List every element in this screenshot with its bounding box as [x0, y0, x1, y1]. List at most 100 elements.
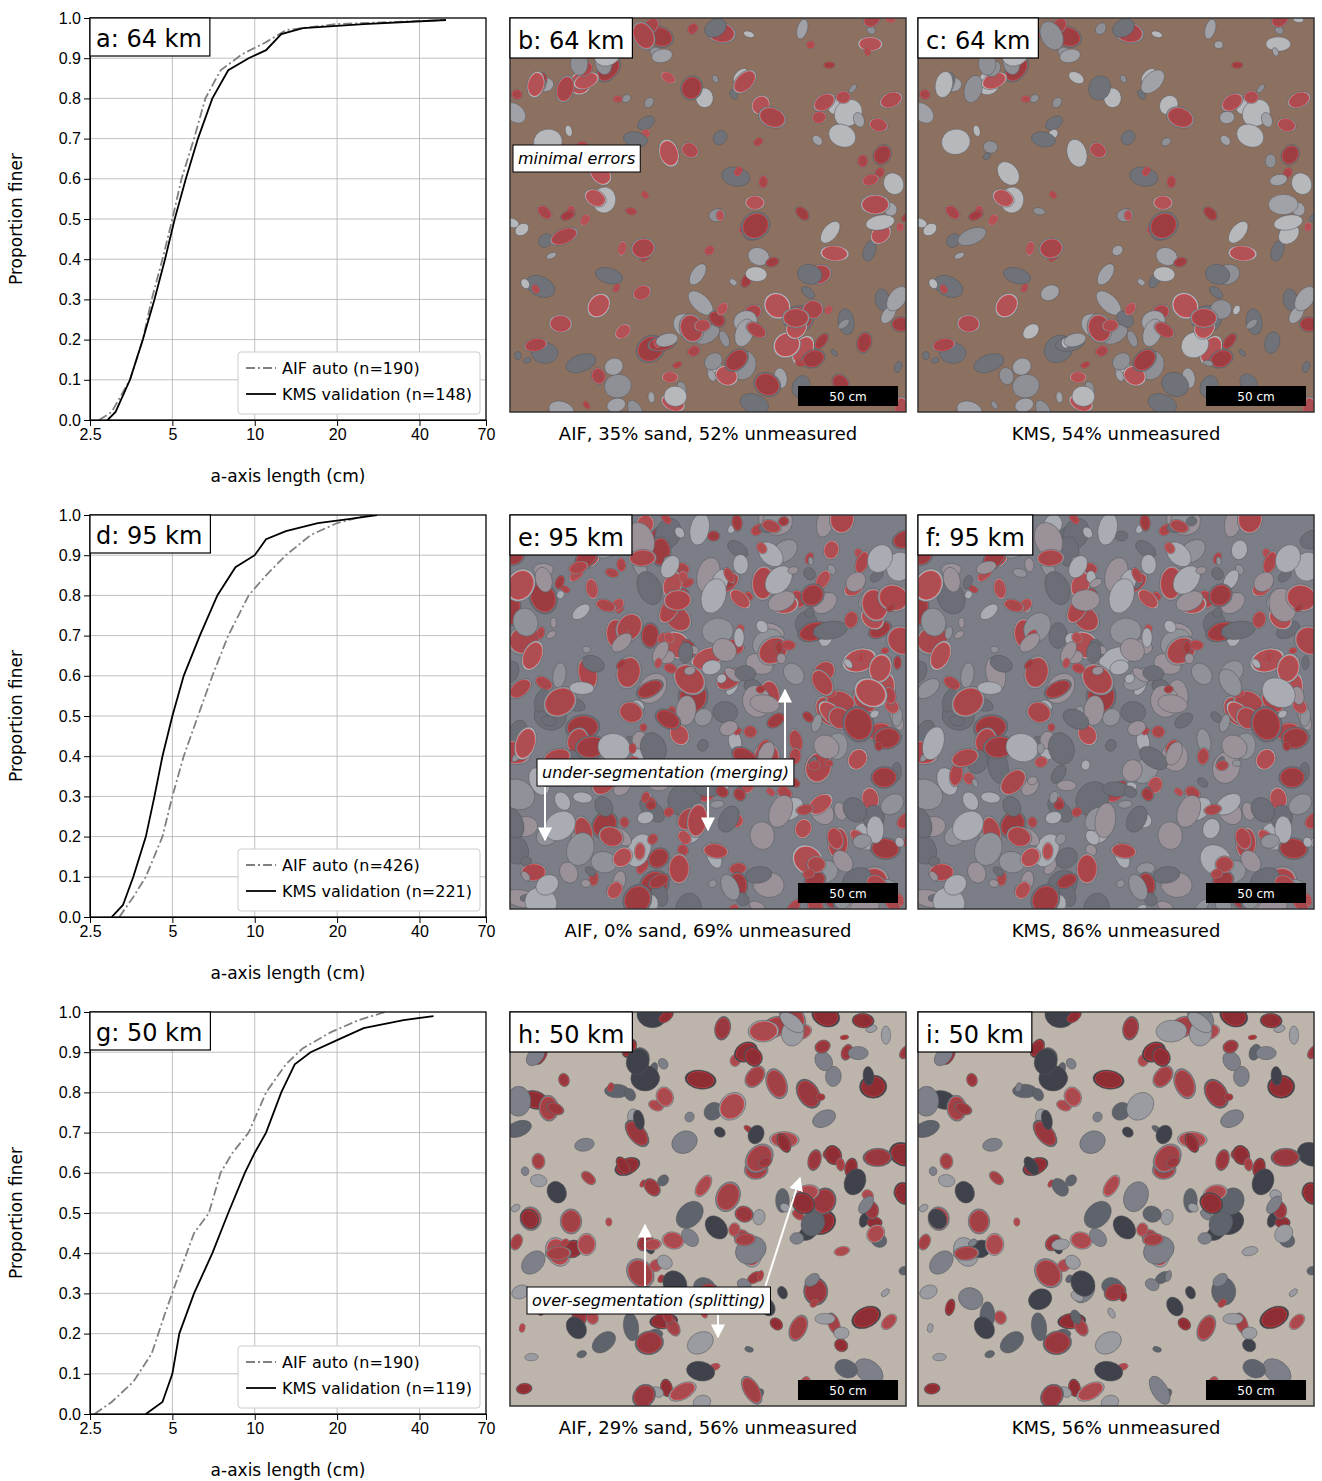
grain-outline [1034, 756, 1048, 768]
grain [743, 318, 770, 342]
grain [1288, 620, 1314, 663]
grain [1216, 557, 1222, 566]
grain [697, 575, 731, 616]
y-axis: 0.00.10.20.30.40.50.60.70.80.91.0 [59, 10, 91, 429]
tick-mark [84, 1052, 90, 1053]
grain-outline [1071, 806, 1083, 818]
panel-label-box [918, 18, 1038, 58]
grain [1207, 346, 1236, 371]
grain [893, 360, 904, 373]
tick-mark [84, 636, 90, 637]
grain [812, 619, 849, 642]
grain-outline [862, 18, 883, 30]
tick-mark [84, 1133, 90, 1134]
grain [530, 283, 541, 295]
grain [717, 718, 740, 738]
grain [750, 368, 785, 401]
grain [613, 96, 623, 103]
grain [1065, 552, 1091, 581]
grain [971, 778, 979, 788]
grain-outline [605, 880, 624, 901]
grain [641, 622, 660, 649]
annotation-arrow [784, 690, 786, 758]
grid-line [90, 1213, 486, 1214]
grain [869, 709, 881, 720]
grain [982, 140, 998, 154]
grain [963, 589, 974, 600]
grain-outline [992, 187, 1016, 208]
grain-outline [536, 627, 545, 639]
photo-frame [918, 18, 1314, 412]
grain-outline [598, 825, 625, 849]
plot-frame [90, 18, 486, 420]
tick-mark [84, 1293, 90, 1294]
grain-outline [1048, 724, 1054, 731]
grain [683, 665, 696, 676]
grain [961, 73, 986, 105]
grain [545, 251, 557, 261]
grain [1151, 318, 1178, 342]
grain-outline [875, 741, 883, 750]
grain [564, 124, 573, 137]
plot-background [90, 1012, 486, 1414]
tick-mark [84, 917, 90, 918]
grain [922, 351, 930, 361]
figure: 2.55102040700.00.10.20.30.40.50.60.70.80… [0, 0, 1322, 1481]
grid-line [90, 1333, 486, 1334]
cdf-chart: 2.55102040700.00.10.20.30.40.50.60.70.80… [6, 1004, 496, 1480]
legend-swatch [246, 1387, 276, 1389]
grain-outline [584, 187, 608, 208]
grain [1187, 659, 1216, 689]
plot-background [90, 515, 486, 917]
y-tick: 0.2 [59, 1325, 90, 1342]
grain-outline [716, 301, 730, 316]
grain-outline [895, 810, 906, 831]
grain-outline [1174, 787, 1184, 797]
grain [824, 304, 834, 316]
grain [759, 175, 768, 189]
grain-outline [1078, 855, 1097, 882]
grain [877, 88, 905, 111]
grain [955, 223, 989, 249]
grain [1151, 725, 1165, 738]
grain [1280, 725, 1311, 751]
cdf-line [146, 1016, 434, 1414]
legend-box [238, 849, 480, 911]
grain [1137, 65, 1169, 97]
grain [1136, 903, 1147, 909]
photo-ground [510, 18, 906, 412]
grain [842, 568, 870, 596]
grain [824, 760, 833, 767]
grain-outline [680, 141, 700, 160]
legend-box [238, 352, 480, 414]
grain-outline [871, 143, 893, 166]
grain [716, 210, 724, 222]
grain-outline [631, 238, 655, 259]
y-tick: 0.5 [59, 708, 90, 725]
y-tick: 0.4 [59, 251, 90, 268]
grain-outline [1232, 62, 1242, 68]
grain [726, 585, 755, 613]
grain [1110, 243, 1125, 258]
x-tick: 20 [329, 1414, 347, 1437]
tick-mark [90, 1414, 91, 1420]
image-panel: b: 64 km50 cmAIF, 35% sand, 52% unmeasur… [500, 7, 912, 444]
tick-label: 0.4 [59, 251, 81, 268]
grain [1302, 656, 1310, 670]
grain-outline [862, 174, 879, 187]
tick-mark [172, 420, 173, 426]
grain [710, 128, 730, 148]
grain [900, 212, 906, 223]
y-tick: 0.7 [59, 130, 90, 147]
grain-outline [825, 760, 833, 766]
grain [1013, 396, 1035, 412]
grid-line [90, 796, 486, 797]
grain [1035, 18, 1068, 54]
grain-outline [670, 855, 689, 882]
grain [1275, 116, 1297, 134]
grain [1207, 284, 1225, 301]
grain-outline [766, 257, 780, 268]
grain [617, 240, 628, 257]
grain-outline [1289, 647, 1297, 654]
grain [608, 629, 635, 655]
